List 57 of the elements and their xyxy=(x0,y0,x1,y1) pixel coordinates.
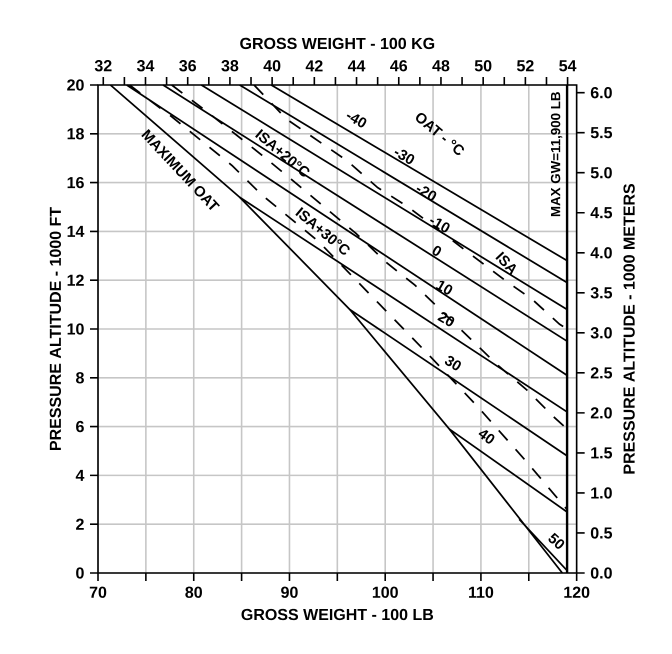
annotation: -10 xyxy=(430,218,450,232)
y-tick-label: 18 xyxy=(68,128,84,140)
x2-tick-label: 54 xyxy=(559,60,576,72)
y2-tick-label: 2.0 xyxy=(590,407,612,419)
x2-tick-label: 32 xyxy=(94,60,112,72)
y2-tick-label: 2.5 xyxy=(590,367,612,379)
x2-tick-label: 34 xyxy=(136,60,154,72)
annotation: 50 xyxy=(548,532,564,549)
y-tick-label: 10 xyxy=(68,323,84,335)
y2-tick-label: 0.5 xyxy=(590,527,612,539)
annotation: ISA xyxy=(495,251,516,276)
y2-tick-label: 3.0 xyxy=(590,327,612,339)
y-tick-label: 0 xyxy=(76,567,84,579)
annotation: 30 xyxy=(444,356,461,370)
annotation: 0 xyxy=(432,246,442,256)
x2-axis-title: GROSS WEIGHT - 100 KG xyxy=(240,38,434,50)
annotation: OAT - °C xyxy=(416,113,464,155)
annotation: 10 xyxy=(436,280,452,294)
x2-tick-label: 38 xyxy=(221,60,238,72)
x-tick-label: 80 xyxy=(185,586,202,598)
y-tick-label: 8 xyxy=(76,372,84,384)
y-tick-label: 20 xyxy=(67,79,84,91)
x2-tick-label: 44 xyxy=(348,60,366,72)
x2-tick-label: 52 xyxy=(516,60,534,72)
x-tick-label: 110 xyxy=(469,586,494,598)
annotation: -40 xyxy=(346,114,366,128)
y-tick-label: 14 xyxy=(68,226,84,237)
x-tick-label: 120 xyxy=(564,586,590,598)
y2-tick-label: 6.0 xyxy=(590,87,612,98)
x-tick-label: 100 xyxy=(372,586,398,598)
annotation: -30 xyxy=(394,150,414,164)
y2-tick-label: 1.5 xyxy=(591,447,612,458)
x2-tick-label: 48 xyxy=(432,60,450,72)
x2-tick-label: 40 xyxy=(263,60,280,72)
x2-tick-label: 42 xyxy=(306,60,323,72)
x-tick-label: 70 xyxy=(90,586,106,598)
y2-tick-label: 5.0 xyxy=(590,167,612,178)
x2-tick-label: 50 xyxy=(474,60,492,72)
y-tick-label: 12 xyxy=(68,274,84,286)
y-tick-label: 4 xyxy=(76,470,84,481)
y-axis-title: PRESSURE ALTITUDE - 1000 FT xyxy=(50,207,61,450)
y2-tick-label: 4.5 xyxy=(590,207,612,218)
annotation: 40 xyxy=(478,430,494,444)
y2-axis-title: PRESSURE ALTITUDE - 1000 METERS xyxy=(623,184,635,474)
y2-tick-label: 0.0 xyxy=(590,567,612,579)
y2-tick-label: 5.5 xyxy=(590,127,612,138)
y-tick-label: 6 xyxy=(76,420,84,432)
y2-tick-label: 3.5 xyxy=(590,287,612,298)
y-tick-label: 2 xyxy=(76,518,84,530)
y2-tick-label: 1.0 xyxy=(591,487,612,499)
x-axis-title: GROSS WEIGHT - 100 LB xyxy=(242,608,434,620)
x-tick-label: 90 xyxy=(281,586,298,598)
y2-tick-label: 4.0 xyxy=(590,247,612,258)
x2-tick-label: 46 xyxy=(390,60,408,72)
ref-line-label: MAX GW=11,900 LB xyxy=(550,92,562,216)
x2-tick-label: 36 xyxy=(179,60,196,72)
y-tick-label: 16 xyxy=(68,176,84,188)
